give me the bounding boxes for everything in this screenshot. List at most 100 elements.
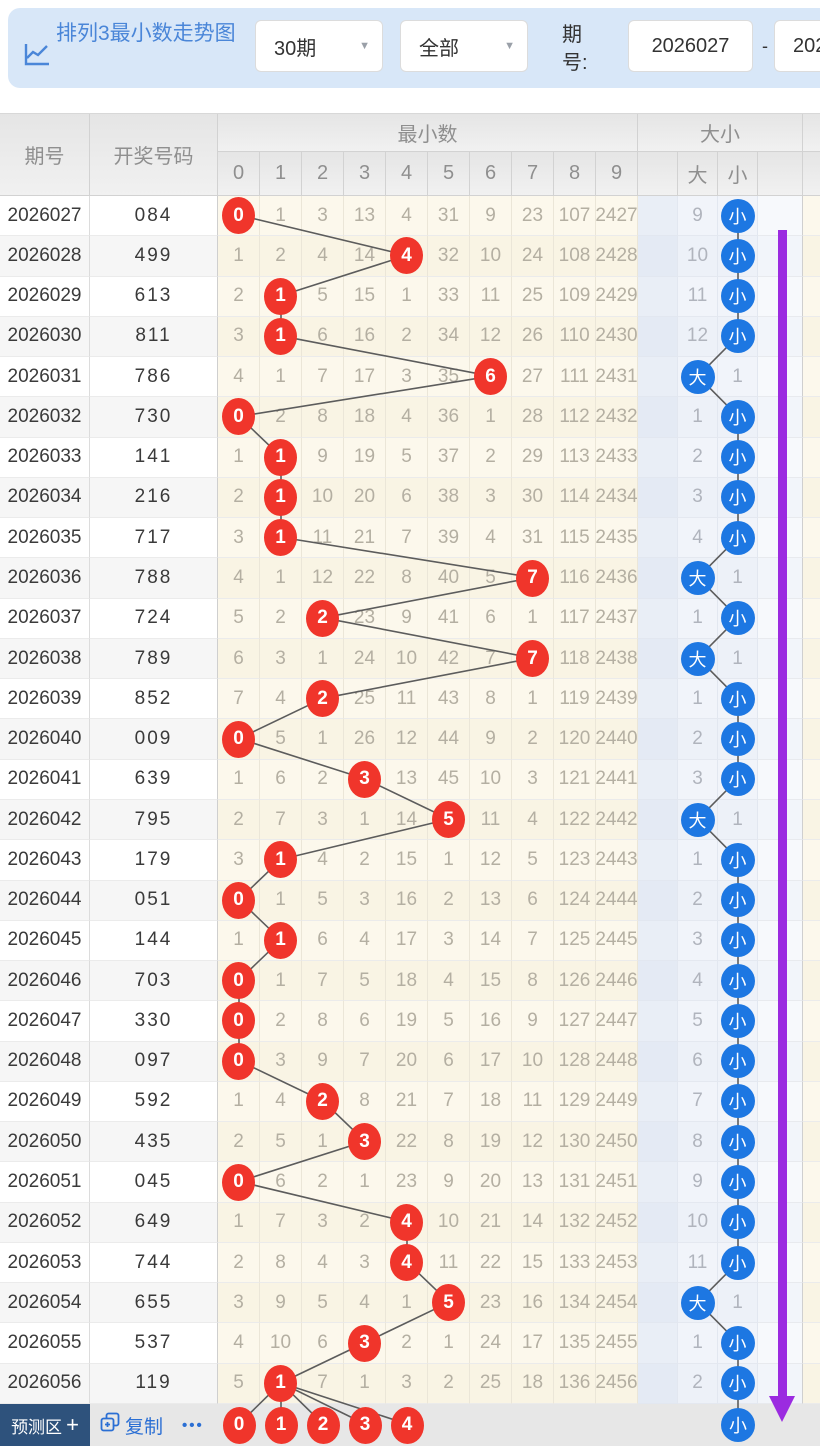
big-cell: 6 (678, 1041, 718, 1082)
miss-cell: 19 (344, 437, 386, 478)
prediction-slot: 0 (218, 1404, 260, 1446)
miss-cell: 1 (218, 1081, 260, 1123)
small-cell: 小 (718, 1202, 758, 1243)
draw-number-cell: 789 (90, 638, 218, 680)
miss-cell: 7 (512, 638, 554, 680)
prediction-small-marker[interactable]: 小 (721, 1408, 755, 1442)
big-cell: 大 (678, 357, 718, 398)
spacer-cell (638, 961, 678, 1002)
miss-cell: 3 (344, 1323, 386, 1364)
cutoff-cell (803, 477, 820, 519)
big-cell: 10 (678, 236, 718, 277)
cutoff-cell (803, 1122, 820, 1163)
period-to-input[interactable]: 202 (774, 20, 820, 72)
miss-cell: 8 (260, 1242, 302, 1284)
miss-cell: 1 (302, 1122, 344, 1163)
min-number-marker: 3 (348, 1123, 381, 1161)
miss-cell: 6 (260, 1162, 302, 1203)
miss-cell: 5 (470, 558, 512, 599)
miss-cell: 23 (344, 598, 386, 639)
miss-cell: 2 (218, 1122, 260, 1163)
range-select[interactable]: 30期 ▼ (255, 20, 383, 72)
miss-cell: 3 (344, 759, 386, 800)
big-marker: 大 (680, 1285, 715, 1320)
more-options-button[interactable]: ••• (182, 1416, 204, 1434)
draw-number-cell: 216 (90, 477, 218, 519)
miss-cell: 12 (302, 558, 344, 599)
miss-cell: 20 (344, 477, 386, 519)
spacer-cell (638, 196, 678, 237)
miss-cell: 4 (386, 236, 428, 277)
miss-cell: 108 (554, 236, 596, 277)
prediction-digit-marker[interactable]: 4 (390, 1406, 424, 1444)
draw-number-cell: 141 (90, 437, 218, 478)
big-cell: 9 (678, 1162, 718, 1203)
miss-cell: 10 (260, 1323, 302, 1364)
small-marker: 小 (720, 1084, 755, 1119)
miss-cell: 4 (260, 679, 302, 720)
miss-cell: 26 (512, 316, 554, 358)
miss-cell: 42 (428, 638, 470, 680)
small-cell: 1 (718, 357, 758, 398)
miss-cell: 121 (554, 759, 596, 800)
big-cell: 8 (678, 1122, 718, 1163)
small-marker: 小 (720, 762, 755, 797)
min-number-marker: 0 (222, 720, 255, 758)
table-row: 2026046 703 0 1 7 5 18 4 15 8 126 2446 4 小 (0, 961, 820, 1002)
table-row: 2026050 435 2 5 1 3 22 8 19 12 130 2450 8 小 (0, 1122, 820, 1163)
period-from-input[interactable]: 2026027 (628, 20, 753, 72)
min-number-marker: 2 (306, 1082, 339, 1120)
table-row: 2026039 852 7 4 2 25 11 43 8 1 119 2439 1 小 (0, 679, 820, 720)
miss-cell: 1 (302, 719, 344, 760)
prediction-area-button[interactable]: 预测区 + (0, 1404, 90, 1446)
prediction-digit-marker[interactable]: 0 (222, 1406, 256, 1444)
miss-cell: 2430 (595, 316, 638, 358)
table-row: 2026034 216 2 1 10 20 6 38 3 30 114 2434 3 小 (0, 477, 820, 519)
miss-cell: 2449 (595, 1081, 638, 1123)
period-cell: 2026054 (0, 1283, 90, 1324)
miss-cell: 2438 (595, 638, 638, 680)
small-cell: 小 (718, 880, 758, 921)
period-cell: 2026049 (0, 1081, 90, 1123)
big-cell: 11 (678, 1242, 718, 1284)
small-marker: 小 (720, 1326, 755, 1361)
draw-number-cell: 499 (90, 236, 218, 277)
miss-cell: 11 (386, 679, 428, 720)
min-number-marker: 0 (222, 398, 255, 436)
trend-chart-icon (24, 42, 50, 66)
miss-cell: 3 (218, 1283, 260, 1324)
min-number-marker: 1 (264, 921, 297, 959)
draw-number-cell: 724 (90, 598, 218, 639)
prediction-digit-marker[interactable]: 1 (264, 1406, 298, 1444)
min-number-marker: 1 (264, 277, 297, 315)
min-number-marker: 0 (222, 1002, 255, 1040)
miss-cell: 2436 (595, 558, 638, 599)
big-cell: 1 (678, 840, 718, 881)
miss-cell: 9 (302, 437, 344, 478)
filter-select[interactable]: 全部 ▼ (400, 20, 528, 72)
table-row: 2026044 051 0 1 5 3 16 2 13 6 124 2444 2 小 (0, 880, 820, 921)
small-cell: 小 (718, 1122, 758, 1163)
miss-cell: 16 (470, 1001, 512, 1042)
miss-cell: 136 (554, 1363, 596, 1404)
miss-cell: 41 (428, 598, 470, 639)
small-column-header: 小 (718, 152, 758, 196)
digit-column-header: 9 (596, 152, 638, 196)
miss-cell: 0 (218, 961, 260, 1002)
table-row: 2026053 744 2 8 4 3 4 11 22 15 133 2453 11 小 (0, 1242, 820, 1284)
miss-cell: 8 (512, 961, 554, 1002)
prediction-digit-marker[interactable]: 3 (348, 1406, 382, 1444)
small-marker: 小 (720, 842, 755, 877)
small-cell: 小 (718, 1041, 758, 1082)
prediction-slot: 1 (260, 1404, 302, 1446)
spacer-cell (638, 920, 678, 962)
small-cell: 小 (718, 1363, 758, 1404)
digit-column-header: 8 (554, 152, 596, 196)
copy-button[interactable]: 复制 (100, 1404, 163, 1446)
prediction-digit-marker[interactable]: 2 (306, 1406, 340, 1444)
cutoff-cell (803, 276, 820, 317)
miss-cell: 5 (218, 1363, 260, 1404)
miss-cell: 2 (302, 598, 344, 639)
miss-cell: 26 (344, 719, 386, 760)
miss-cell: 20 (386, 1041, 428, 1082)
